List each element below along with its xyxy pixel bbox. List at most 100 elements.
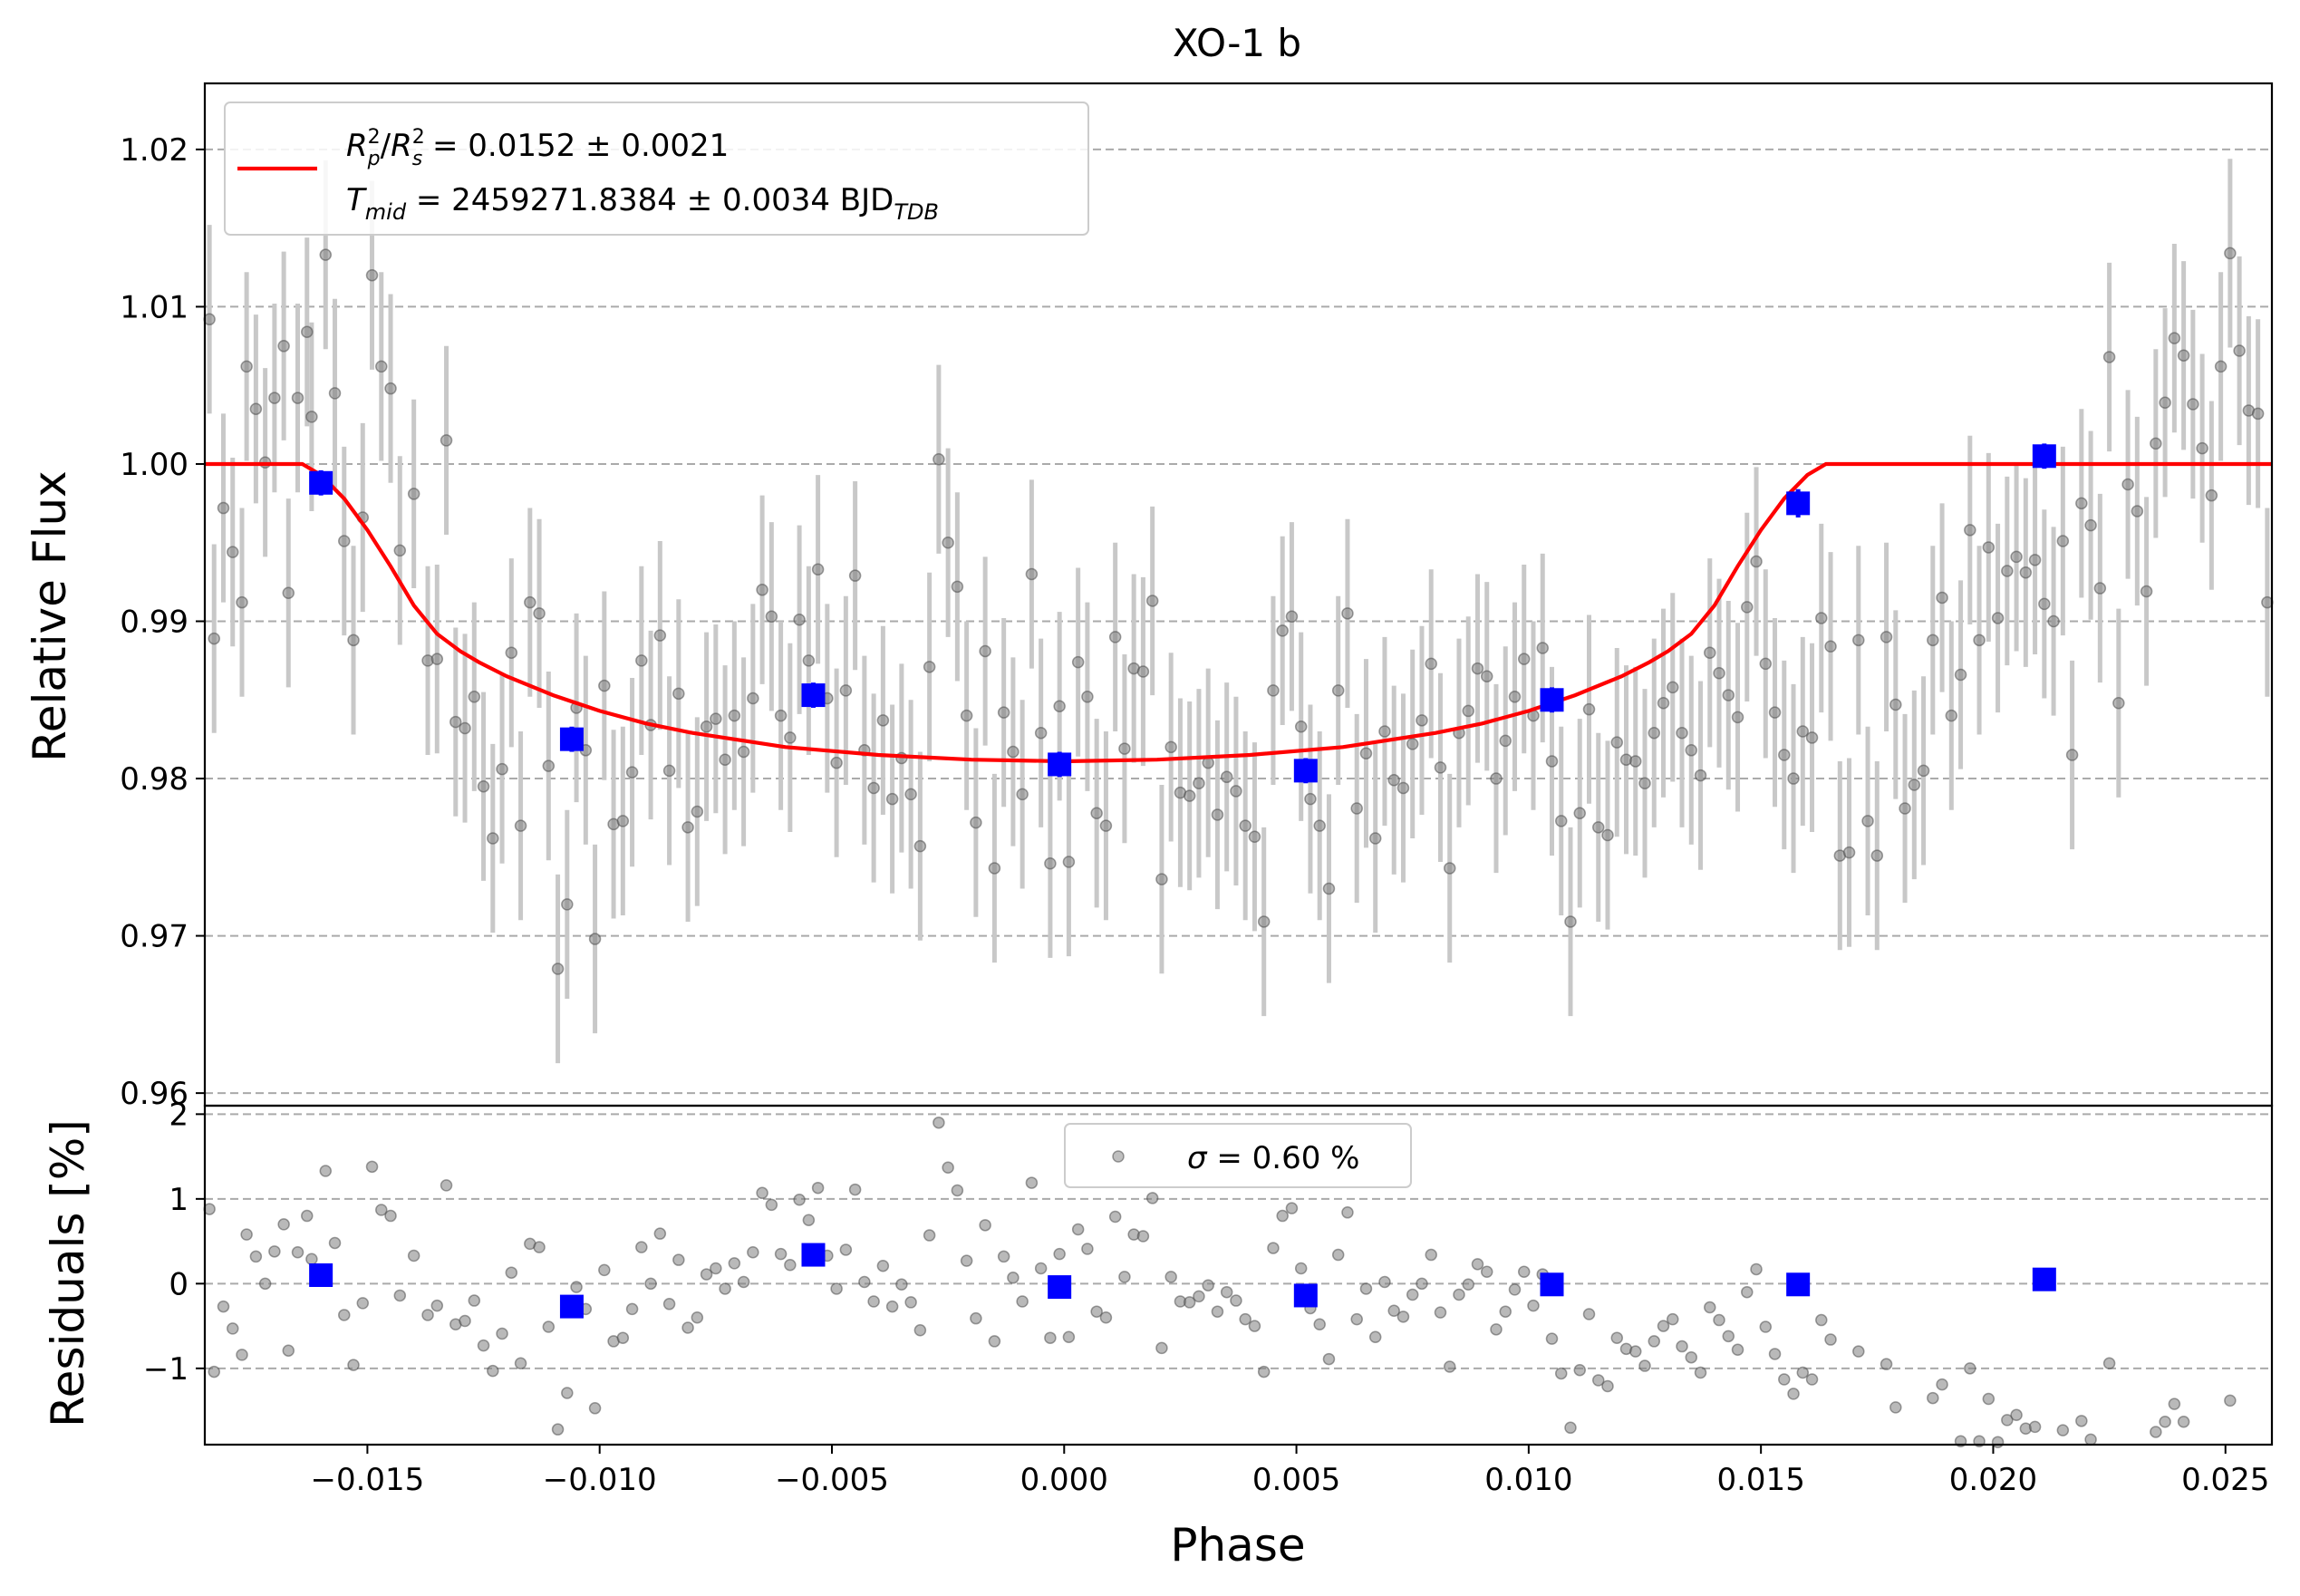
raw-point xyxy=(1870,849,1884,862)
top-y-tick-label: 1.00 xyxy=(120,447,188,483)
residual-point xyxy=(1824,1333,1837,1346)
legend-tmid-value: = 2459271.8384 ± 0.0034 BJD xyxy=(406,182,894,218)
raw-point xyxy=(1741,601,1754,614)
residual-point xyxy=(1294,1262,1308,1275)
raw-point xyxy=(942,536,954,549)
top-binned-points xyxy=(309,443,2056,784)
residual-point xyxy=(1118,1271,1131,1283)
raw-point xyxy=(2131,505,2144,517)
residual-point xyxy=(644,1277,657,1291)
residual-point xyxy=(468,1294,481,1307)
residual-point xyxy=(1034,1262,1048,1275)
residual-point xyxy=(1982,1392,1996,1406)
raw-point xyxy=(1285,610,1299,624)
raw-point xyxy=(1090,807,1103,819)
raw-point xyxy=(1434,761,1447,774)
raw-point xyxy=(1889,698,1902,711)
raw-point xyxy=(2084,518,2097,532)
sigma-symbol: σ xyxy=(1187,1140,1208,1176)
residual-point xyxy=(1527,1299,1540,1312)
raw-point xyxy=(960,709,973,722)
binned-point xyxy=(1048,752,1072,777)
residual-point xyxy=(588,1402,602,1415)
raw-point xyxy=(1564,915,1577,928)
residual-point xyxy=(1193,1290,1205,1303)
residual-point xyxy=(227,1322,239,1335)
residual-point xyxy=(1499,1305,1512,1318)
raw-point xyxy=(2065,749,2079,761)
residual-point xyxy=(305,1253,318,1265)
residual-point xyxy=(1053,1247,1066,1261)
residual-point xyxy=(542,1320,556,1333)
residual-point xyxy=(356,1297,370,1310)
raw-point xyxy=(625,766,639,779)
raw-point xyxy=(1508,691,1522,703)
raw-point xyxy=(1991,612,2005,624)
raw-point xyxy=(970,816,982,829)
residual-point xyxy=(2084,1433,2097,1446)
residual-point xyxy=(505,1266,518,1279)
residual-point xyxy=(1462,1278,1474,1291)
residuals-legend[interactable]: σ = 0.60 % xyxy=(1064,1123,1412,1188)
raw-point xyxy=(1704,646,1716,659)
x-tick-label: 0.020 xyxy=(1949,1462,2037,1498)
raw-point xyxy=(524,595,536,609)
residual-point xyxy=(1099,1311,1113,1324)
residuals-panel: −1 0 1 2 −0.015 −0.010 −0.005 0.000 0.005 0.010 0… xyxy=(42,1097,2274,1572)
raw-point xyxy=(1545,755,1559,768)
top-legend[interactable]: R2 p/R2 s = 0.0152 ± 0.0021 Tmid = 2459271… xyxy=(224,102,1089,236)
raw-point xyxy=(885,792,899,806)
residual-point xyxy=(1787,1388,1800,1400)
residual-point xyxy=(2010,1408,2023,1422)
raw-point xyxy=(1257,915,1271,928)
residual-point xyxy=(923,1229,936,1242)
raw-point xyxy=(533,607,546,620)
raw-point xyxy=(1638,777,1651,789)
residual-point xyxy=(421,1309,434,1321)
residual-point xyxy=(1239,1312,1251,1326)
raw-point xyxy=(1387,774,1400,787)
raw-point xyxy=(1341,607,1354,620)
raw-point xyxy=(1601,828,1614,842)
residual-point xyxy=(1629,1345,1642,1358)
residual-point xyxy=(1480,1265,1493,1279)
residual-point xyxy=(960,1254,973,1267)
raw-point xyxy=(1778,749,1791,761)
raw-point xyxy=(2038,597,2051,611)
raw-point xyxy=(1118,742,1131,755)
raw-point xyxy=(2056,535,2070,547)
residual-point xyxy=(1016,1295,1029,1308)
residual-point xyxy=(240,1228,253,1241)
residual-point xyxy=(774,1247,788,1261)
residual-point xyxy=(933,1116,945,1129)
raw-point xyxy=(848,569,862,582)
raw-point xyxy=(2233,344,2246,357)
bottom-gridlines xyxy=(205,1113,2272,1369)
raw-point xyxy=(1350,802,1363,815)
raw-point xyxy=(1880,631,1893,643)
raw-point xyxy=(1824,640,1837,653)
raw-point xyxy=(240,360,253,373)
raw-point xyxy=(2187,398,2199,411)
raw-point xyxy=(653,629,667,642)
residual-point xyxy=(756,1186,768,1200)
residual-point xyxy=(1554,1367,1568,1380)
residual-point xyxy=(1211,1305,1224,1318)
raw-point xyxy=(2159,396,2171,410)
raw-point xyxy=(1145,595,1159,607)
raw-point xyxy=(2047,614,2060,628)
residual-point xyxy=(1490,1323,1503,1336)
residual-point xyxy=(970,1311,982,1325)
raw-point xyxy=(1861,815,1874,827)
top-y-tick-label: 0.98 xyxy=(120,761,188,798)
residual-point xyxy=(1267,1242,1280,1254)
residual-point xyxy=(1331,1248,1345,1262)
binned-residual xyxy=(1786,1272,1811,1297)
raw-point xyxy=(301,325,314,338)
raw-point xyxy=(1676,726,1688,740)
raw-point xyxy=(1294,721,1308,733)
residuals-legend-label: σ = 0.60 % xyxy=(1187,1140,1359,1176)
raw-point xyxy=(1899,802,1911,815)
residual-point xyxy=(375,1204,388,1216)
